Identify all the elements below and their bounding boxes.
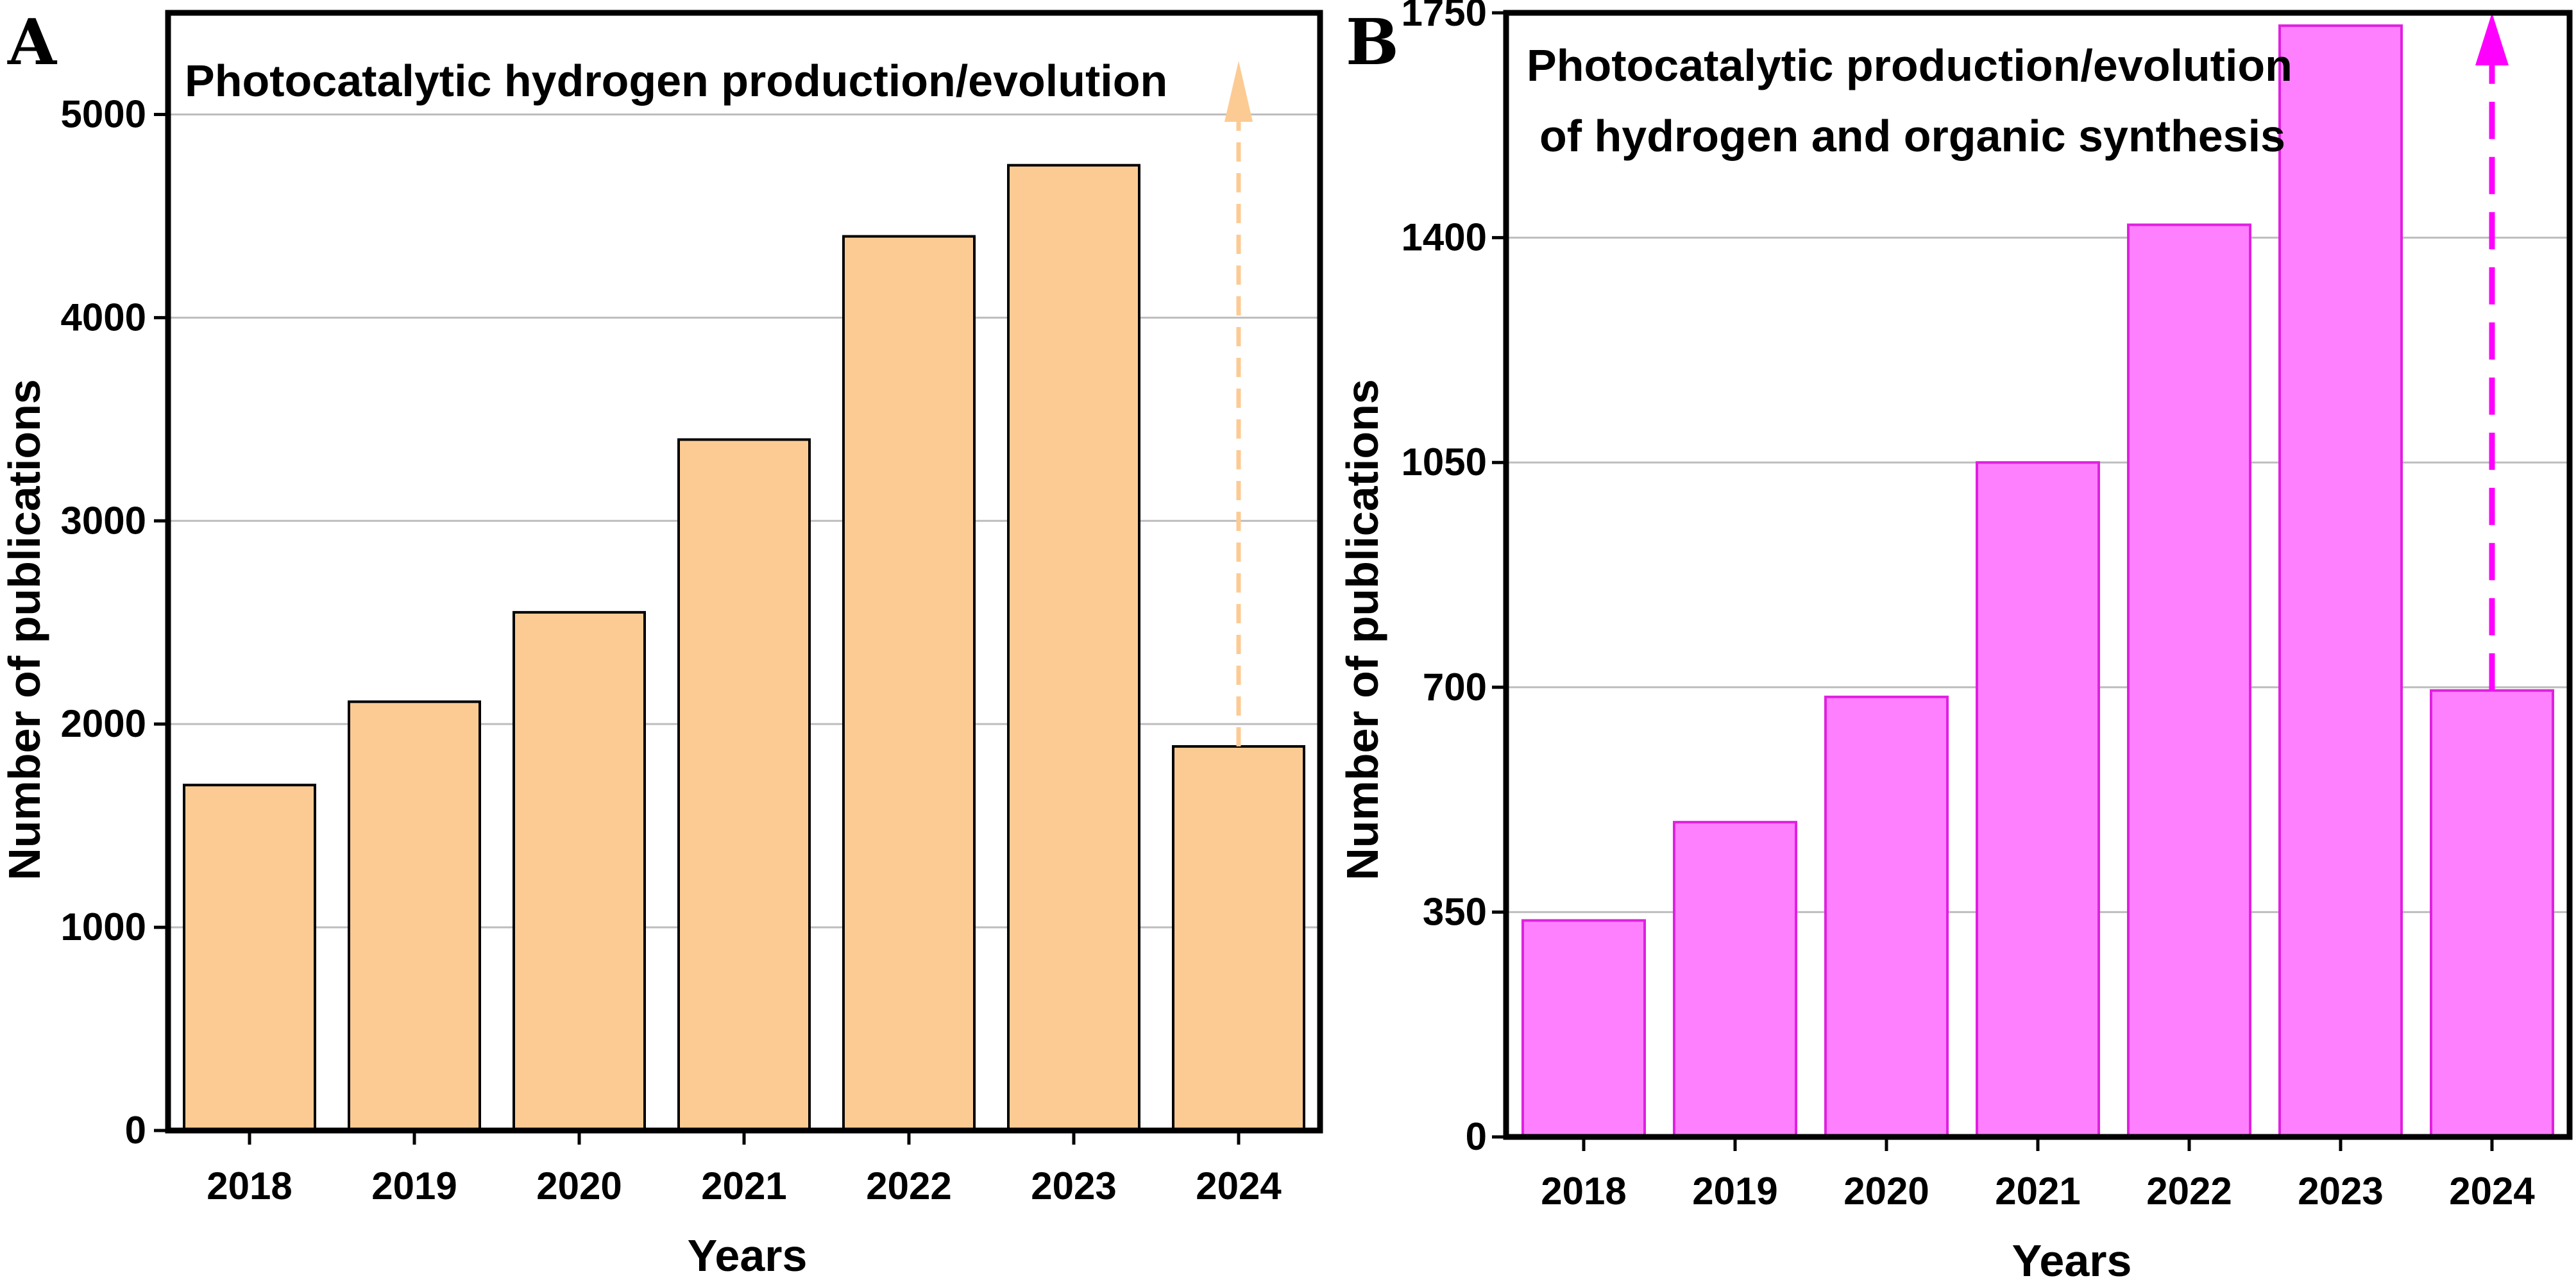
panel-a-x-axis-label: Years [688, 1231, 808, 1278]
y-tick-label: 350 [1423, 890, 1487, 933]
x-tick-label: 2023 [1031, 1164, 1116, 1207]
bar-2020 [1824, 695, 1949, 1138]
y-tick-label: 1400 [1402, 216, 1487, 259]
panel-a-letter: A [7, 6, 58, 80]
bar-2020 [513, 610, 646, 1132]
x-tick-label: 2020 [1843, 1170, 1929, 1213]
panel-b-y-ticks: 0 350 700 1050 1400 1750 [1402, 0, 1506, 1158]
bar-2019 [348, 700, 481, 1132]
x-tick-label: 2023 [2298, 1170, 2383, 1213]
panel-a-arrow [1224, 61, 1253, 747]
y-tick-label: 0 [1466, 1115, 1487, 1158]
x-tick-label: 2018 [1541, 1170, 1626, 1213]
bar-2018 [1521, 919, 1646, 1138]
bar-2024 [2430, 689, 2554, 1138]
y-tick-label: 4000 [61, 296, 146, 339]
x-tick-label: 2024 [2449, 1170, 2535, 1213]
x-tick-label: 2022 [866, 1164, 951, 1207]
panel-a-title-text: Photocatalytic hydrogen production/evolu… [185, 56, 1167, 106]
bar-2021 [1976, 461, 2100, 1139]
panel-b-title: Photocatalytic production/evolution of h… [1527, 40, 2292, 161]
y-tick-label: 1000 [61, 905, 146, 948]
arrow-head [1224, 61, 1253, 122]
y-tick-label: 0 [125, 1109, 146, 1152]
panel-b-x-ticks: 2018 2019 2020 2021 2022 2023 2024 [1541, 1137, 2535, 1213]
y-tick-label: 700 [1423, 666, 1487, 709]
x-tick-label: 2022 [2146, 1170, 2232, 1213]
bar-2022 [842, 235, 976, 1132]
panel-b-title-line-2: of hydrogen and organic synthesis [1539, 111, 2285, 161]
x-tick-label: 2019 [1692, 1170, 1777, 1213]
panel-b-title-line-1: Photocatalytic production/evolution [1527, 40, 2292, 90]
y-tick-label: 2000 [61, 702, 146, 745]
panel-a-bars [183, 164, 1305, 1132]
panel-b-arrow [2475, 13, 2509, 691]
bar-2023 [2278, 24, 2403, 1138]
bar-2019 [1673, 821, 1797, 1139]
y-tick-label: 1750 [1402, 0, 1487, 34]
panel-b-x-axis-label: Years [2012, 1236, 2132, 1278]
bar-2023 [1007, 164, 1140, 1132]
x-tick-label: 2020 [536, 1164, 622, 1207]
y-tick-label: 3000 [61, 499, 146, 542]
y-tick-label: 5000 [61, 92, 146, 135]
arrow-head [2475, 13, 2509, 65]
panel-a-y-axis-label: Number of publications [0, 379, 49, 880]
panel-a-title: Photocatalytic hydrogen production/evolu… [185, 56, 1167, 106]
x-tick-label: 2018 [207, 1164, 292, 1207]
y-tick-label: 1050 [1402, 441, 1487, 483]
panel-a-x-ticks: 2018 2019 2020 2021 2022 2023 2024 [207, 1131, 1282, 1207]
bar-2021 [677, 438, 811, 1132]
x-tick-label: 2024 [1196, 1164, 1282, 1207]
bar-2024 [1172, 745, 1305, 1132]
panel-b-y-axis-label: Number of publications [1337, 379, 1387, 880]
bar-2022 [2127, 223, 2251, 1139]
panel-a-chart: A 0 1000 2000 3000 4000 5000 2018 2019 2020 2021… [0, 6, 1323, 1278]
x-tick-label: 2021 [1995, 1170, 2080, 1213]
panel-b-bars [1521, 24, 2554, 1139]
x-tick-label: 2021 [701, 1164, 786, 1207]
bar-2018 [183, 784, 316, 1132]
panel-b-letter: B [1346, 6, 1399, 80]
x-tick-label: 2019 [371, 1164, 457, 1207]
panel-a-y-ticks: 0 1000 2000 3000 4000 5000 [61, 92, 168, 1152]
